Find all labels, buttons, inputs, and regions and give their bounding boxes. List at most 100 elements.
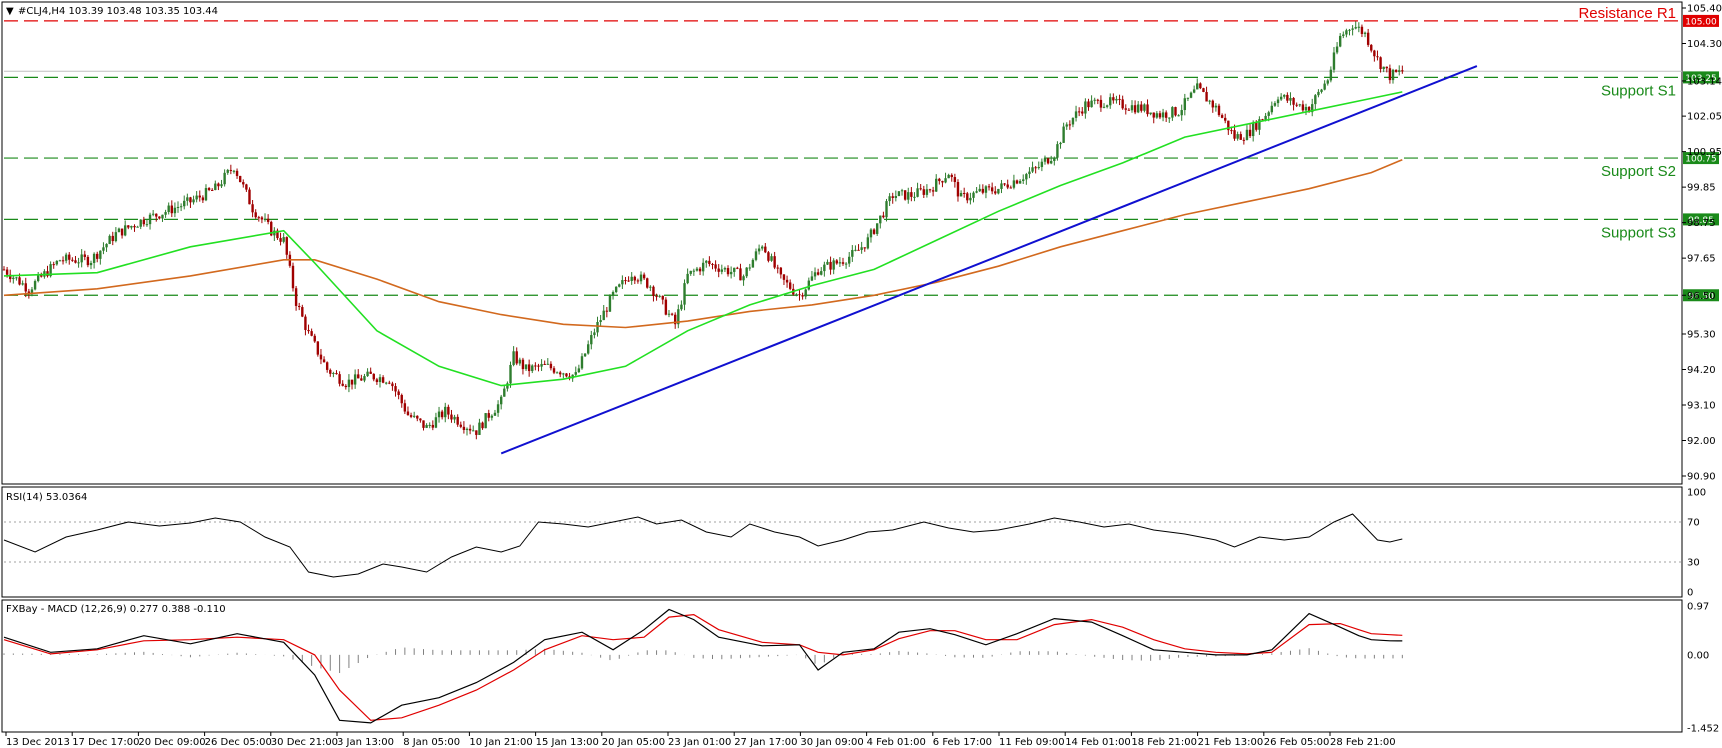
candle-body (804, 289, 807, 297)
candle-body (71, 259, 74, 261)
candle-body (1267, 112, 1270, 116)
candle-body (723, 268, 727, 270)
candle-body (450, 414, 453, 420)
candle-body (257, 217, 261, 219)
candle-body (176, 206, 180, 208)
candle-body (897, 191, 901, 197)
candle-body (1227, 120, 1230, 131)
candle-body (1348, 29, 1351, 31)
candle-body (487, 413, 490, 418)
candle-body (1220, 115, 1224, 118)
price-tick-label: 105.40 (1687, 4, 1722, 15)
price-lines (3, 65, 1478, 455)
rsi-tick-label: 100 (1687, 488, 1706, 499)
candle-body (577, 368, 581, 373)
candle-body (1164, 112, 1168, 118)
candle-body (1143, 104, 1146, 111)
candle-body (456, 416, 459, 425)
level-label-2: Support S2 (1601, 163, 1676, 180)
candle-body (207, 188, 211, 190)
candle-body (313, 335, 316, 342)
level-tag-4: 96.50 (1688, 292, 1714, 302)
candle-body (1363, 32, 1367, 34)
level-label-3: Support S3 (1601, 224, 1676, 241)
candle-body (1208, 100, 1211, 102)
candle-body (829, 261, 832, 270)
candle-body (142, 219, 146, 225)
level-label-0: Resistance R1 (1578, 5, 1676, 22)
candle-body (1202, 88, 1205, 92)
candle-body (997, 188, 1000, 194)
candle-body (1345, 30, 1348, 35)
price-tick-label: 92.00 (1687, 436, 1716, 447)
candle-body (698, 268, 702, 272)
candle-body (900, 190, 904, 192)
candle-body (434, 417, 438, 428)
candle-body (1382, 66, 1385, 70)
window-menu-icon[interactable]: ▼ (6, 6, 14, 17)
candle-body (686, 273, 689, 284)
candle-body (1230, 130, 1233, 132)
candle-body (602, 310, 605, 321)
candle-body (68, 254, 71, 260)
candle-body (599, 320, 602, 322)
candle-body (1242, 139, 1246, 141)
level-tag-2: 100.75 (1685, 155, 1717, 165)
candle-body (12, 277, 15, 280)
candle-body (400, 394, 403, 404)
candle-body (61, 260, 65, 262)
candle-body (720, 269, 724, 272)
candle-body (158, 216, 161, 219)
candle-body (972, 192, 975, 198)
candle-body (1307, 106, 1311, 113)
candles (2, 21, 1404, 440)
candle-body (614, 286, 618, 293)
candle-body (1003, 183, 1006, 185)
candle-body (1255, 122, 1258, 130)
candle-body (1105, 105, 1109, 107)
macd-tick-label: 0.00 (1687, 650, 1709, 661)
candle-body (161, 214, 164, 219)
candle-body (1379, 57, 1382, 70)
candle-body (810, 276, 814, 281)
candle-body (1174, 107, 1177, 116)
candle-body (406, 411, 410, 416)
candle-body (1366, 32, 1370, 45)
candle-body (1192, 89, 1196, 93)
candle-body (708, 260, 711, 264)
time-tick-label: 18 Feb 21:00 (1131, 737, 1197, 748)
candle-body (279, 238, 282, 242)
candle-body (260, 217, 264, 220)
price-tick-label: 99.85 (1687, 183, 1716, 194)
candle-body (1264, 115, 1267, 120)
candle-body (903, 190, 907, 200)
candle-body (1171, 107, 1174, 118)
candle-body (1189, 92, 1193, 98)
candle-body (114, 232, 118, 242)
candle-body (913, 196, 916, 198)
candle-body (1183, 98, 1187, 111)
candle-body (2, 269, 6, 271)
candle-body (388, 382, 391, 384)
candle-body (214, 183, 217, 191)
candle-body (745, 267, 748, 277)
candle-body (705, 260, 708, 263)
candle-body (627, 280, 630, 282)
candle-body (251, 204, 254, 213)
candle-body (891, 196, 894, 198)
candle-body (1370, 44, 1373, 51)
candle-body (779, 267, 783, 275)
candle-body (1087, 101, 1090, 108)
candle-body (1283, 94, 1286, 97)
candle-body (863, 247, 866, 249)
time-tick-label: 15 Jan 13:00 (536, 737, 599, 748)
candle-body (767, 252, 770, 261)
candle-body (782, 274, 786, 280)
candle-body (726, 268, 730, 275)
candle-body (580, 356, 584, 369)
candle-body (235, 170, 239, 176)
candle-body (475, 430, 478, 435)
symbol-header: #CLJ4,H4 103.39 103.48 103.35 103.44 (18, 6, 218, 17)
level-tag-bg-1 (1683, 71, 1719, 84)
candle-body (1248, 129, 1252, 137)
